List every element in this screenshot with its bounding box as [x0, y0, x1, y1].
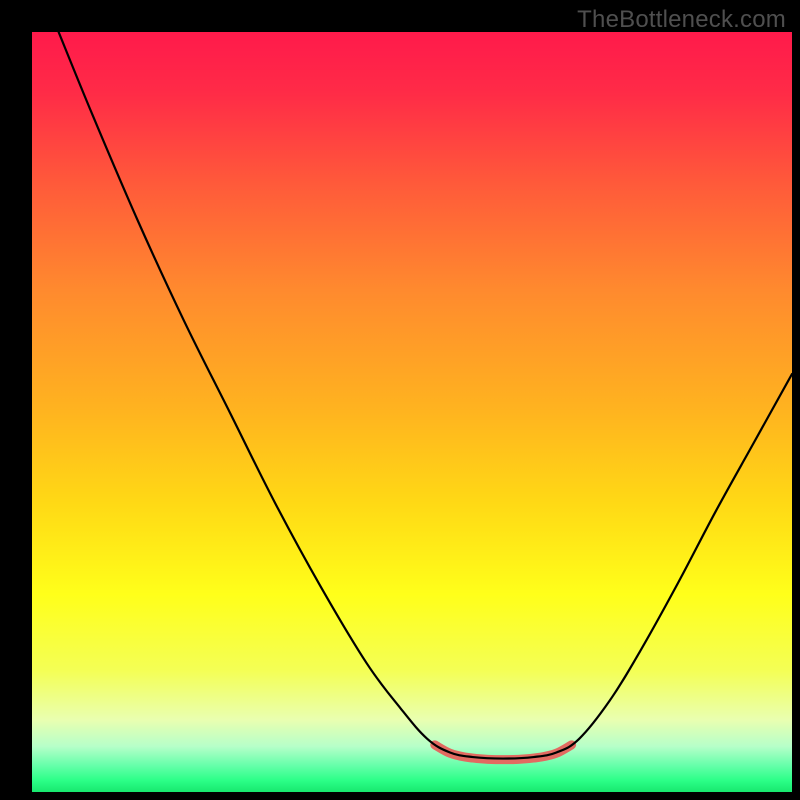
bottleneck-highlight-segment	[435, 745, 572, 760]
curve-layer	[32, 32, 792, 792]
chart-container: TheBottleneck.com	[0, 0, 800, 800]
watermark-text: TheBottleneck.com	[577, 6, 786, 34]
bottleneck-curve	[59, 32, 792, 759]
plot-area	[32, 32, 792, 792]
